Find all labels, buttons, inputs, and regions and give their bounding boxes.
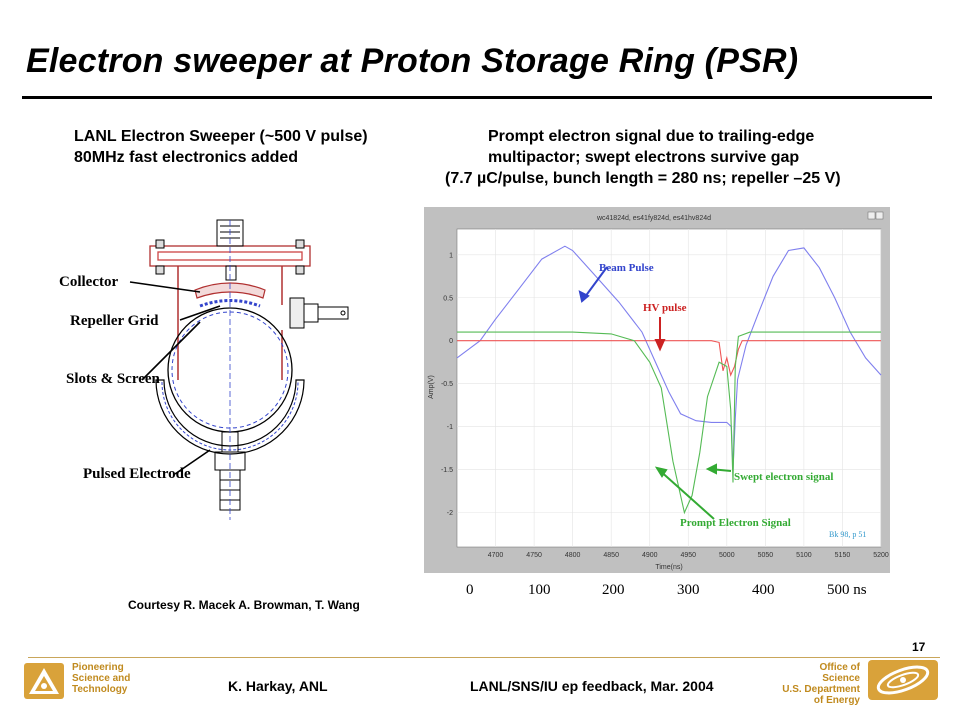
label-leaders: [129, 281, 221, 475]
hv-arrowhead: [654, 339, 666, 352]
window-button-1: [867, 211, 876, 220]
beam-pulse-annotation: Beam Pulse: [599, 262, 654, 274]
doe-logo-icon: [868, 660, 938, 700]
bottom-feedthrough: [214, 431, 246, 511]
x-axis-label: Time(ns): [655, 564, 682, 571]
footer-author: K. Harkay, ANL: [228, 678, 328, 694]
left-header-line2: 80MHz fast electronics added: [74, 149, 299, 166]
pulsed-electrode-label: Pulsed Electrode: [83, 466, 191, 482]
anl-tagline-line2: Science and: [72, 673, 131, 684]
series-layer: [456, 245, 882, 515]
pulsed-electrode: [155, 379, 305, 455]
x-tick-label: 4800: [565, 552, 581, 559]
time-label-300: 300: [677, 582, 700, 598]
y-tick-label: -0.5: [441, 381, 453, 388]
doe-tagline-line3: of Energy: [813, 695, 860, 706]
window-controls: [867, 211, 884, 220]
swept-arrowhead: [705, 463, 717, 475]
y-tick-label: 0.5: [443, 295, 453, 302]
plot-area: [456, 228, 882, 548]
side-port: [289, 297, 349, 329]
beam-arrowhead: [578, 290, 590, 303]
x-tick-label: 5050: [758, 552, 774, 559]
footer-event: LANL/SNS/IU ep feedback, Mar. 2004: [470, 678, 714, 694]
time-axis-overlay: 0 100 200 300 400 500 ns: [460, 582, 885, 602]
right-header-line2: multipactor; swept electrons survive gap: [488, 149, 800, 166]
collector-plate: [194, 282, 266, 299]
courtesy-credit: Courtesy R. Macek A. Browman, T. Wang: [128, 598, 360, 612]
slots-screen-label: Slots & Screen: [66, 371, 160, 387]
slots-screen: [171, 311, 289, 429]
doe-tagline-line1: Office of Science: [819, 662, 860, 684]
y-tick-label: 0: [449, 338, 453, 345]
series-line-hv-pulse: [457, 340, 881, 377]
page-number: 17: [912, 640, 926, 654]
y-tick-label: 1: [449, 252, 453, 259]
signal-chart: wc41824d, es41fy824d, es41hv824d 4700 475…: [424, 207, 890, 573]
left-header-line1: LANL Electron Sweeper (~500 V pulse): [74, 128, 368, 145]
x-tick-label: 4750: [526, 552, 542, 559]
slide-title: Electron sweeper at Proton Storage Ring …: [26, 42, 799, 80]
x-tick-label: 5200: [873, 552, 889, 559]
y-tick-label: -1: [447, 424, 453, 431]
doe-tagline: Office of Science U.S. Department of Ene…: [780, 662, 860, 706]
chamber-walls: [177, 266, 283, 380]
x-tick-label: 5000: [719, 552, 735, 559]
prompt-arrow: [657, 468, 715, 520]
swept-signal-annotation: Swept electron signal: [734, 471, 833, 483]
chart-title: wc41824d, es41fy824d, es41hv824d: [596, 215, 711, 222]
flange-bolts: [155, 239, 305, 275]
time-label-400: 400: [752, 582, 775, 598]
doe-tagline-line2: U.S. Department: [782, 684, 860, 695]
window-button-2: [875, 211, 884, 220]
prompt-signal-annotation: Prompt Electron Signal: [680, 517, 791, 529]
footer-divider: [28, 657, 940, 658]
series-line-beam-pulse: [456, 245, 882, 470]
y-axis-label: Amp(V): [428, 375, 435, 399]
reference-note: Bk 98, p 51: [829, 530, 866, 539]
annotation-arrows: [578, 266, 732, 520]
prompt-arrowhead: [654, 466, 668, 478]
tick-layer: 4700 4750 4800 4850 4900 4950 5000 5050 5100 5150…: [441, 252, 889, 559]
y-tick-label: -2: [447, 510, 453, 517]
anl-tagline-line1: Pioneering: [72, 662, 124, 673]
sweeper-diagram: [129, 219, 349, 520]
left-header: LANL Electron Sweeper (~500 V pulse) 80M…: [74, 126, 368, 168]
hv-pulse-annotation: HV pulse: [643, 302, 687, 314]
time-label-100: 100: [528, 582, 551, 598]
collector-label: Collector: [59, 274, 119, 290]
y-tick-label: -1.5: [441, 467, 453, 474]
time-label-0: 0: [466, 582, 474, 598]
repeller-grid: [199, 299, 261, 308]
right-header: Prompt electron signal due to trailing-e…: [445, 126, 905, 189]
x-tick-label: 4700: [488, 552, 504, 559]
repeller-grid-label: Repeller Grid: [70, 313, 159, 329]
right-header-line1: Prompt electron signal due to trailing-e…: [488, 128, 815, 145]
time-label-200: 200: [602, 582, 625, 598]
right-header-line3: (7.7 µC/pulse, bunch length = 280 ns; re…: [445, 170, 841, 187]
x-tick-label: 4900: [642, 552, 658, 559]
anl-tagline-line3: Technology: [72, 684, 128, 695]
title-divider: [22, 96, 932, 99]
anl-logo-icon: [24, 663, 64, 699]
series-line-prompt-electron-signal: [457, 331, 881, 515]
x-tick-label: 4850: [603, 552, 619, 559]
x-tick-label: 4950: [680, 552, 696, 559]
time-label-500: 500 ns: [827, 582, 867, 598]
x-tick-label: 5150: [835, 552, 851, 559]
x-tick-label: 5100: [796, 552, 812, 559]
anl-tagline: Pioneering Science and Technology: [72, 662, 130, 695]
